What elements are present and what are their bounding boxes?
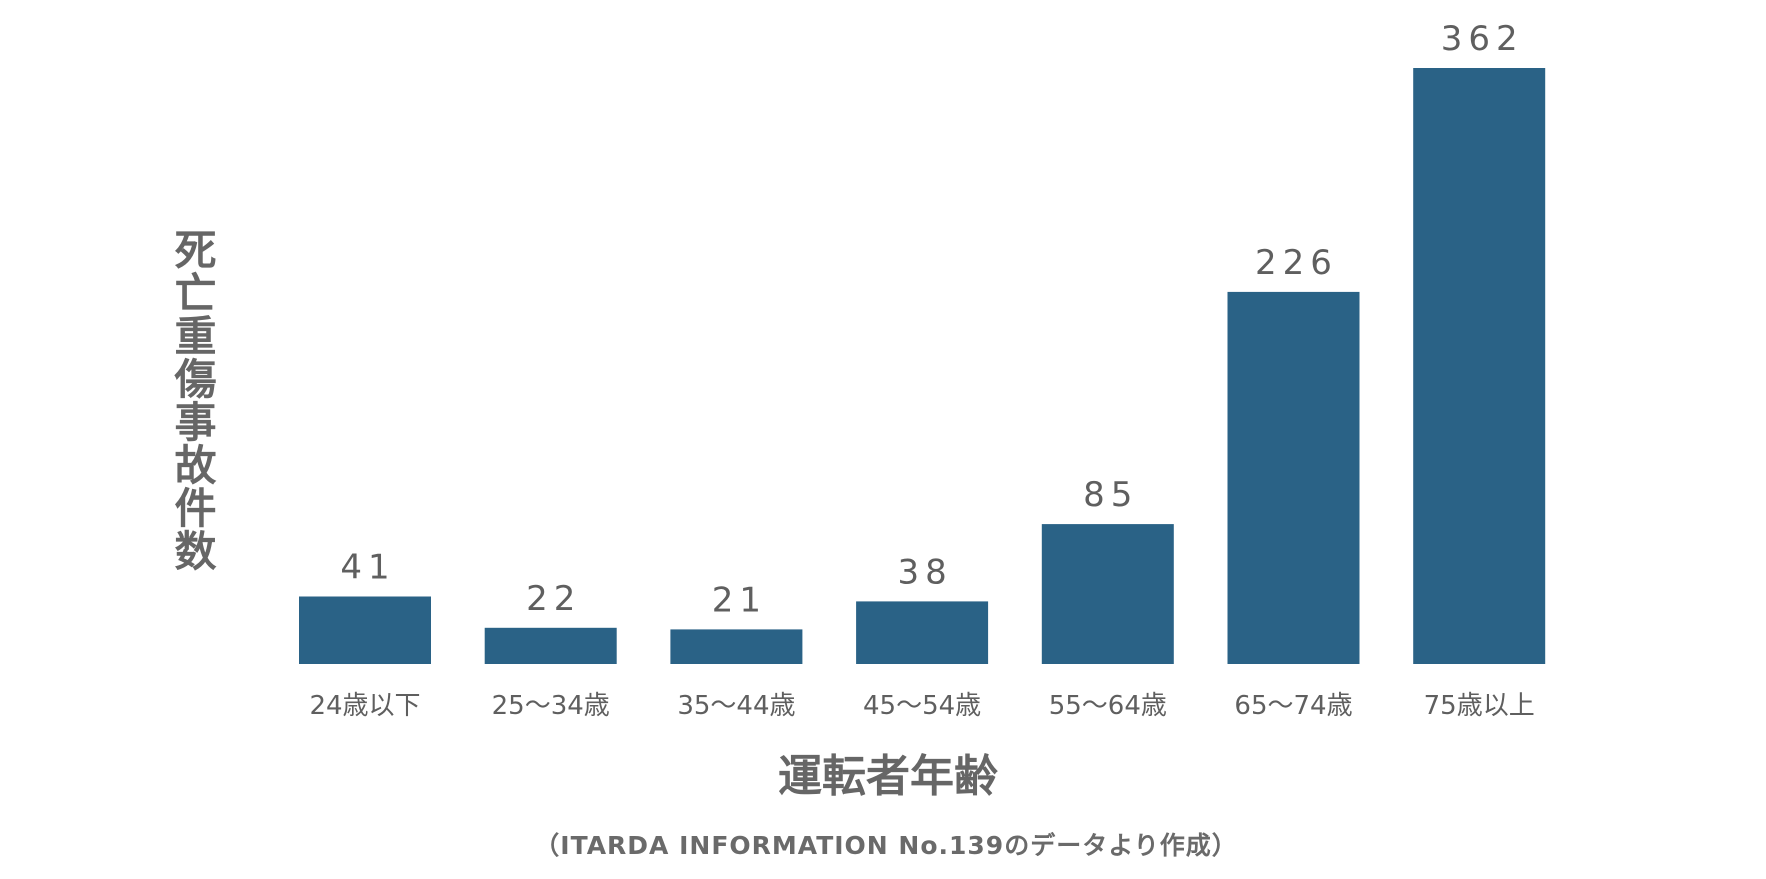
bar-value-label: 85 [1083, 475, 1138, 515]
bar-value-label: 362 [1441, 19, 1524, 59]
x-tick-label: 55〜64歳 [1049, 691, 1167, 721]
bar [670, 629, 803, 664]
bar-value-label: 38 [897, 552, 952, 592]
x-tick-label: 75歳以上 [1424, 691, 1535, 721]
x-tick-label: 24歳以下 [309, 691, 420, 721]
bar [856, 601, 989, 664]
bar [299, 596, 431, 664]
bar [484, 627, 617, 664]
y-axis-label: 死亡重傷事故件数 [168, 228, 217, 572]
bar-value-label: 21 [712, 580, 767, 620]
x-tick-label: 45〜54歳 [863, 691, 981, 721]
bar-value-label: 41 [340, 548, 395, 588]
bar-value-label: 22 [526, 579, 581, 619]
x-axis-label: 運転者年齢 [778, 751, 998, 802]
source-note: （ITARDA INFORMATION No.139のデータより作成） [534, 831, 1238, 860]
x-tick-label: 65〜74歳 [1234, 691, 1352, 721]
x-tick-label: 35〜44歳 [677, 691, 795, 721]
x-tick-label: 25〜34歳 [492, 691, 610, 721]
bar [1227, 291, 1360, 664]
value-labels-group: 41 22 21 38 85 226 362 [340, 19, 1524, 620]
bars-group [299, 68, 1546, 664]
bar [1413, 68, 1546, 664]
bar [1041, 524, 1174, 664]
x-tick-labels-group: 24歳以下 25〜34歳 35〜44歳 45〜54歳 55〜64歳 65〜74歳 75歳以上 [309, 691, 1534, 721]
bar-value-label: 226 [1255, 243, 1338, 283]
